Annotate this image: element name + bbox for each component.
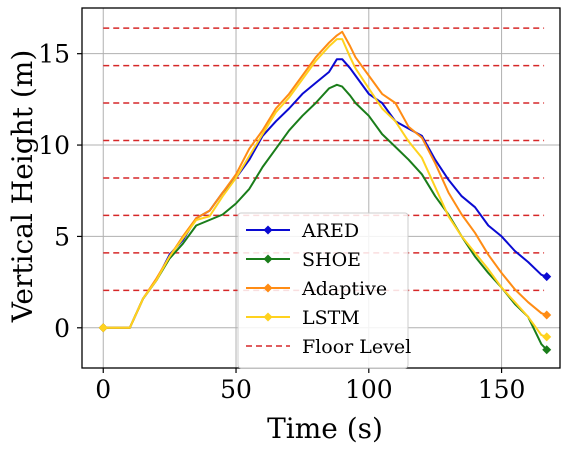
series-lines [98,30,552,355]
marker-lstm [98,323,108,333]
x-tick-label: 50 [220,375,252,404]
x-tick-label: 150 [478,375,526,404]
x-tick-label: 0 [95,375,111,404]
y-axis-label: Vertical Height (m) [6,50,39,324]
x-tick-label: 100 [345,375,393,404]
legend-label-shoe: SHOE [302,249,361,271]
legend-marker-shoe [263,254,273,264]
legend-box [237,212,409,369]
y-tick-label: 15 [38,40,70,69]
legend-label-ared: ARED [301,220,359,242]
x-axis-label: Time (s) [267,412,383,445]
marker-lstm [542,332,552,342]
marker-shoe [542,345,552,355]
marker-ared [542,272,552,282]
legend: ARED SHOE Adaptive LSTM Floor Level [237,212,411,369]
series-line-adaptive [103,30,548,329]
y-tick-label: 0 [54,314,70,343]
series-line-shoe [103,83,548,351]
legend-marker-adaptive [263,283,273,293]
marker-adaptive [542,310,552,320]
legend-marker-ared [263,225,273,235]
legend-label-lstm: LSTM [302,307,360,329]
legend-label-adaptive: Adaptive [301,278,387,300]
y-tick-label: 5 [54,222,70,251]
y-tick-label: 10 [38,131,70,160]
axis-ticks: 0 50 100 150 0 5 10 15 [38,40,525,404]
legend-label-floor-level: Floor Level [302,336,411,358]
legend-marker-lstm [263,312,273,322]
series-line-lstm [103,38,548,338]
